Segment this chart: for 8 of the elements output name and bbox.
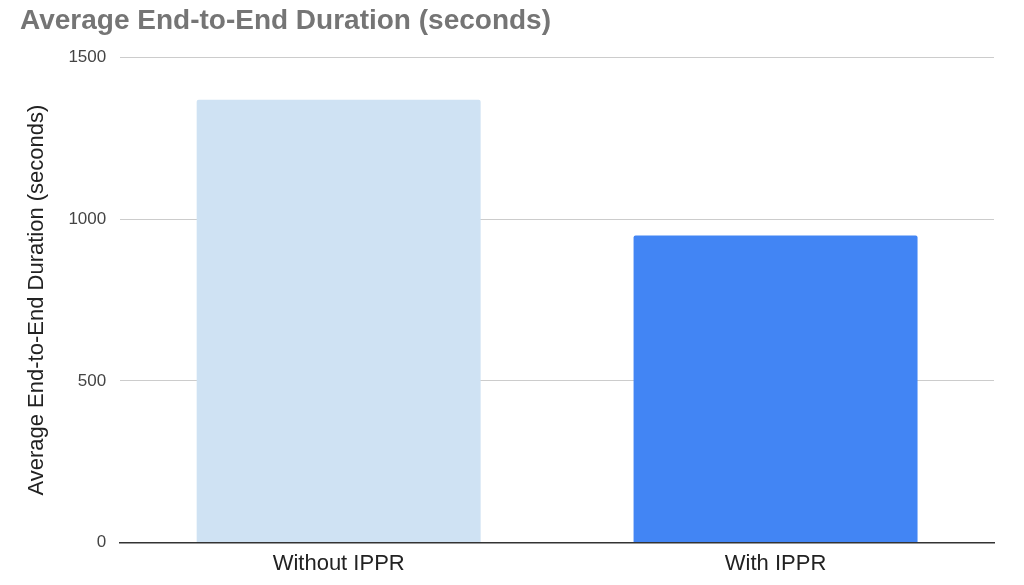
y-tick-label: 1500 bbox=[68, 47, 107, 67]
x-tick-label: Without IPPR bbox=[272, 549, 405, 575]
chart-title: Average End-to-End Duration (seconds) bbox=[20, 3, 552, 35]
y-tick-label: 1000 bbox=[68, 208, 107, 228]
y-tick-label: 0 bbox=[96, 532, 107, 552]
x-tick-label: With IPPR bbox=[724, 549, 827, 575]
y-axis-title: Average End-to-End Duration (seconds) bbox=[23, 104, 49, 496]
y-tick-label: 500 bbox=[77, 370, 107, 390]
